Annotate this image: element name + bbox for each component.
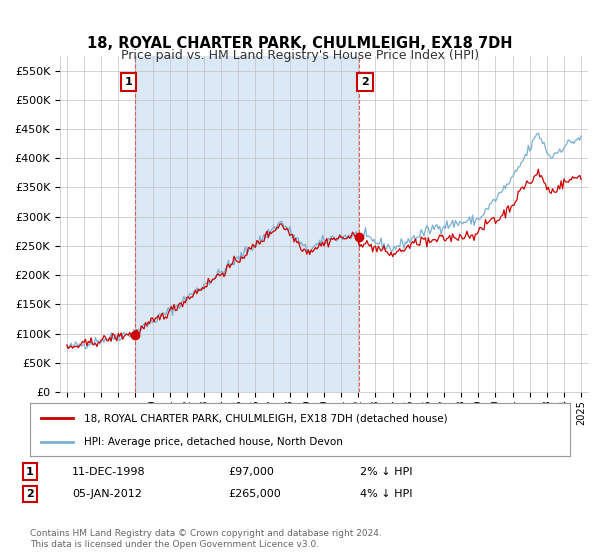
Text: 11-DEC-1998: 11-DEC-1998	[72, 466, 146, 477]
Text: 18, ROYAL CHARTER PARK, CHULMLEIGH, EX18 7DH (detached house): 18, ROYAL CHARTER PARK, CHULMLEIGH, EX18…	[84, 413, 448, 423]
Text: 4% ↓ HPI: 4% ↓ HPI	[360, 489, 413, 499]
Text: 1: 1	[26, 466, 34, 477]
Text: HPI: Average price, detached house, North Devon: HPI: Average price, detached house, Nort…	[84, 436, 343, 446]
Bar	[134, 56, 359, 392]
Text: 2: 2	[361, 77, 368, 87]
Text: 18, ROYAL CHARTER PARK, CHULMLEIGH, EX18 7DH: 18, ROYAL CHARTER PARK, CHULMLEIGH, EX18…	[87, 36, 513, 52]
Text: 2% ↓ HPI: 2% ↓ HPI	[360, 466, 413, 477]
Text: 05-JAN-2012: 05-JAN-2012	[72, 489, 142, 499]
Text: £97,000: £97,000	[228, 466, 274, 477]
Text: 1: 1	[125, 77, 133, 87]
Text: 2: 2	[26, 489, 34, 499]
Text: Price paid vs. HM Land Registry's House Price Index (HPI): Price paid vs. HM Land Registry's House …	[121, 49, 479, 62]
Text: £265,000: £265,000	[228, 489, 281, 499]
Text: Contains HM Land Registry data © Crown copyright and database right 2024.
This d: Contains HM Land Registry data © Crown c…	[30, 529, 382, 549]
